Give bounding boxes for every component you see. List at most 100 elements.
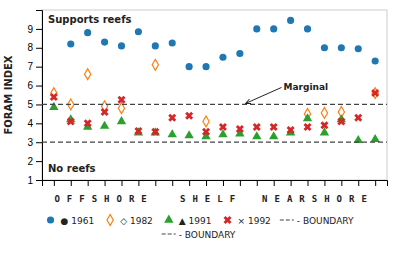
point <box>183 110 195 122</box>
point <box>186 63 193 70</box>
legend-item: × 1992 <box>222 214 271 226</box>
x-tick-mark <box>138 180 139 186</box>
point <box>285 124 297 136</box>
point <box>321 44 328 51</box>
legend-swatch <box>164 215 173 223</box>
x-axis-line <box>43 181 388 187</box>
legend: ● 1961◇ 1982▲ 1991× 1992- BOUNDARY- BOUN… <box>47 214 354 240</box>
x-tick <box>189 180 190 186</box>
point <box>252 131 261 139</box>
annotations: Supports reefsNo reefsMarginalOFFSHORESH… <box>48 14 374 204</box>
legend-label: - BOUNDARY <box>297 216 354 226</box>
x-tick <box>121 180 122 186</box>
legend-swatch <box>107 215 113 226</box>
region-label: NEARSHORE <box>262 194 374 204</box>
x-tick-mark <box>189 180 190 186</box>
x-tick <box>341 180 342 186</box>
y-tick-mark <box>36 180 42 181</box>
point <box>100 121 109 129</box>
point <box>270 25 277 32</box>
y-tick-label: 7 <box>27 61 33 72</box>
legend-label: ▲ 1991 <box>179 216 212 226</box>
region-label: OFFSHORE <box>54 194 153 204</box>
series <box>51 59 379 127</box>
y-tick-mark <box>36 67 42 68</box>
x-tick <box>257 180 258 186</box>
point <box>369 87 381 99</box>
point <box>219 54 226 61</box>
point <box>303 113 312 121</box>
point <box>335 115 347 127</box>
point <box>49 102 58 110</box>
x-tick-mark <box>172 180 173 186</box>
boundary-line <box>42 104 387 105</box>
point <box>338 44 345 51</box>
legend-swatch <box>47 216 54 223</box>
y-tick: 4 <box>27 118 42 129</box>
x-tick <box>172 180 173 186</box>
point <box>85 69 91 80</box>
series <box>48 87 381 138</box>
x-tick-mark <box>257 180 258 186</box>
annotation: Marginal <box>284 82 329 92</box>
point <box>82 117 94 129</box>
y-axis: 123456789 <box>27 11 42 186</box>
point <box>184 130 193 138</box>
y-tick: 1 <box>27 175 42 186</box>
point <box>251 121 263 133</box>
y-tick-mark <box>36 161 42 162</box>
point <box>67 40 74 47</box>
y-tick-label: 1 <box>27 175 33 186</box>
x-tick-mark <box>88 180 89 186</box>
y-tick-label: 8 <box>27 42 33 53</box>
legend-item: - BOUNDARY <box>162 230 236 240</box>
x-tick-mark <box>71 180 72 186</box>
x-tick <box>324 180 325 186</box>
point <box>132 125 144 137</box>
plot-frame <box>42 10 387 180</box>
plot: 123456789Supports reefsNo reefsMarginalO… <box>27 10 387 204</box>
point <box>168 129 177 137</box>
y-tick-label: 3 <box>27 137 33 148</box>
point <box>287 17 294 24</box>
y-tick: 6 <box>27 80 42 91</box>
legend-item: ◇ 1982 <box>107 215 153 226</box>
x-tick <box>206 180 207 186</box>
point <box>99 106 111 118</box>
y-tick: 7 <box>27 61 42 72</box>
point <box>48 91 60 103</box>
x-tick <box>291 180 292 186</box>
y-tick-mark <box>36 123 42 124</box>
y-tick-label: 2 <box>27 156 33 167</box>
y-tick-mark <box>36 29 42 30</box>
x-tick-mark <box>54 180 55 186</box>
legend-label: ◇ 1982 <box>120 216 153 226</box>
point <box>218 129 227 137</box>
y-tick: 8 <box>27 42 42 53</box>
y-tick: 5 <box>27 99 42 110</box>
point <box>217 121 229 133</box>
region-label: SHELF <box>180 194 242 204</box>
y-tick-mark <box>36 86 42 87</box>
point <box>166 112 178 124</box>
point <box>84 29 91 36</box>
point <box>149 126 161 138</box>
legend-label: × 1992 <box>238 216 271 226</box>
point <box>372 57 379 64</box>
x-tick-mark <box>206 180 207 186</box>
x-tick-mark <box>240 180 241 186</box>
point <box>234 123 246 135</box>
legend-label: - BOUNDARY <box>179 230 236 240</box>
y-axis-title: FORAM INDEX <box>3 55 14 134</box>
point <box>269 131 278 139</box>
y-tick-label: 4 <box>27 118 33 129</box>
x-tick-mark <box>358 180 359 186</box>
y-tick-mark <box>36 104 42 105</box>
chart: 123456789Supports reefsNo reefsMarginalO… <box>0 0 397 266</box>
point <box>304 25 311 32</box>
point <box>355 45 362 52</box>
x-tick <box>155 180 156 186</box>
boundary-line <box>42 142 387 143</box>
x-tick <box>54 180 55 186</box>
x-tick-mark <box>324 180 325 186</box>
